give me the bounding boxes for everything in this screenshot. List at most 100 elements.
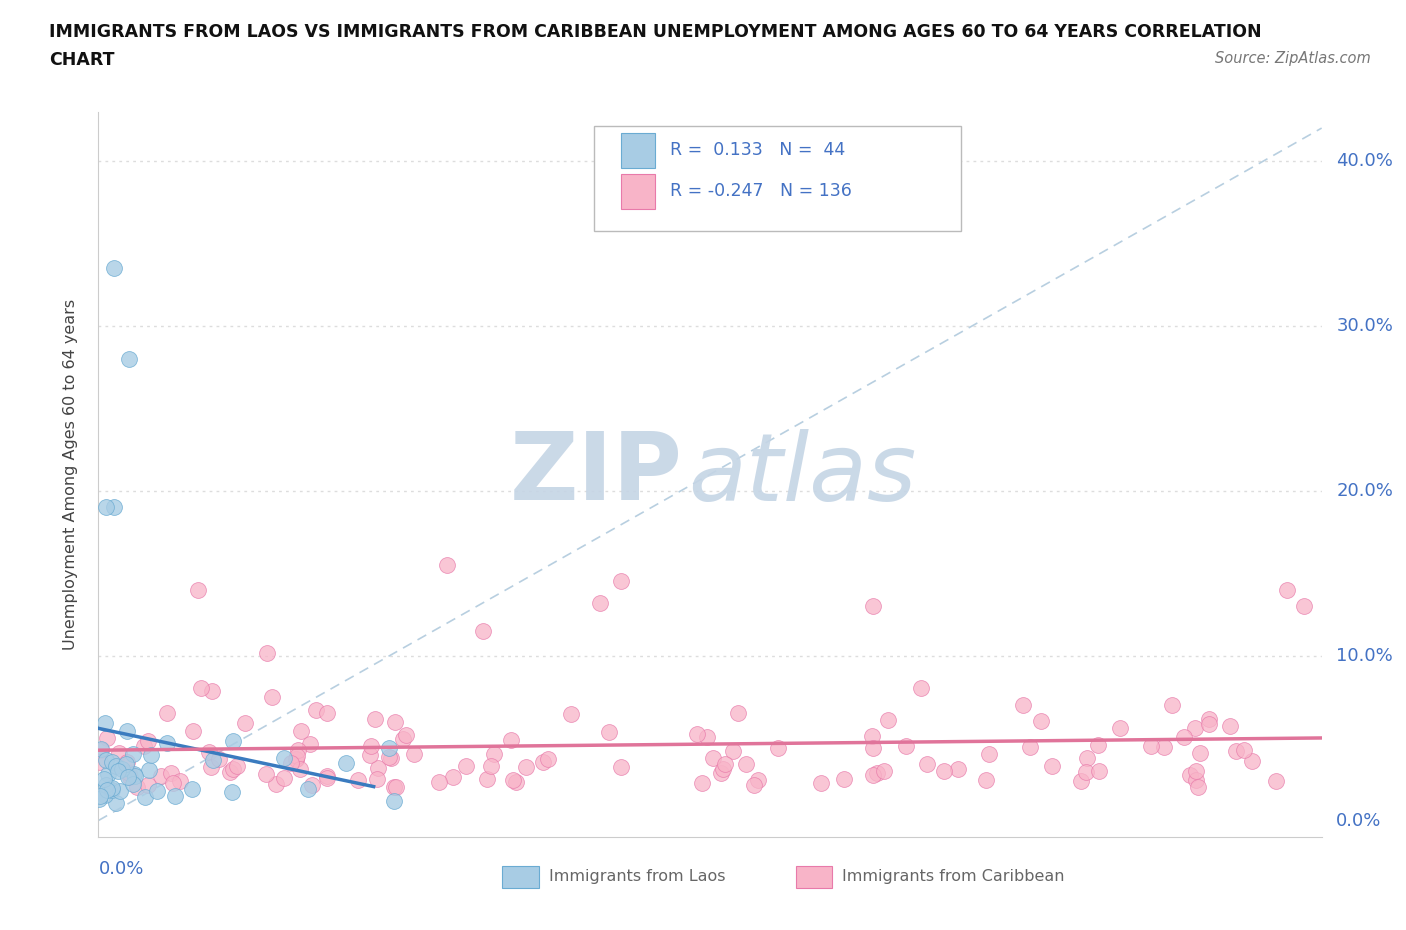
Point <box>477 771 499 786</box>
Bar <box>620 174 655 208</box>
Point <box>121 777 143 791</box>
Point <box>156 705 179 720</box>
Point <box>89 791 111 806</box>
Text: R =  0.133   N =  44: R = 0.133 N = 44 <box>669 141 845 159</box>
Point <box>122 766 145 781</box>
Point <box>347 773 370 788</box>
Point <box>862 768 884 783</box>
Point <box>305 702 328 717</box>
Point <box>180 782 202 797</box>
Point <box>501 732 523 747</box>
Point <box>111 762 134 777</box>
Point <box>1184 721 1206 736</box>
Point <box>96 767 118 782</box>
Point <box>1233 742 1256 757</box>
Text: 10.0%: 10.0% <box>1336 646 1393 665</box>
Point <box>115 754 138 769</box>
Text: IMMIGRANTS FROM LAOS VS IMMIGRANTS FROM CARIBBEAN UNEMPLOYMENT AMONG AGES 60 TO : IMMIGRANTS FROM LAOS VS IMMIGRANTS FROM … <box>49 23 1261 41</box>
Point <box>359 748 381 763</box>
Bar <box>502 866 538 888</box>
Point <box>482 747 505 762</box>
Bar <box>620 133 655 167</box>
Point <box>894 738 917 753</box>
Point <box>94 716 117 731</box>
Point <box>156 736 179 751</box>
Point <box>315 768 337 783</box>
Point <box>873 764 896 778</box>
Point <box>181 724 204 738</box>
Point <box>436 558 458 573</box>
Point <box>392 731 415 746</box>
Point <box>136 777 159 792</box>
Point <box>115 756 138 771</box>
Point <box>301 777 323 792</box>
Point <box>124 769 146 784</box>
Point <box>287 743 309 758</box>
Point <box>810 776 832 790</box>
Point <box>285 751 308 766</box>
Point <box>1088 764 1111 778</box>
Point <box>139 748 162 763</box>
Point <box>297 782 319 797</box>
Point <box>219 764 242 779</box>
FancyBboxPatch shape <box>593 126 960 232</box>
Text: 40.0%: 40.0% <box>1336 153 1393 170</box>
Point <box>160 765 183 780</box>
Point <box>118 769 141 784</box>
Point <box>766 741 789 756</box>
Point <box>1198 711 1220 726</box>
Point <box>138 763 160 777</box>
Point <box>1160 698 1182 712</box>
Point <box>747 773 769 788</box>
Point <box>1294 599 1316 614</box>
Point <box>976 773 998 788</box>
Point <box>89 789 111 804</box>
Point <box>714 756 737 771</box>
Point <box>226 759 249 774</box>
Point <box>96 730 118 745</box>
Point <box>1019 739 1042 754</box>
Point <box>932 764 955 778</box>
Point <box>515 760 537 775</box>
Point <box>103 499 125 514</box>
Point <box>1076 751 1098 765</box>
Point <box>1187 780 1209 795</box>
Point <box>96 783 118 798</box>
Point <box>915 756 938 771</box>
Point <box>1184 764 1206 778</box>
Point <box>256 645 278 660</box>
Point <box>1225 743 1247 758</box>
Point <box>200 760 222 775</box>
Point <box>201 684 224 698</box>
Point <box>1040 759 1063 774</box>
Point <box>860 729 883 744</box>
Text: ZIP: ZIP <box>510 429 683 520</box>
Point <box>136 734 159 749</box>
Text: 20.0%: 20.0% <box>1336 482 1393 499</box>
Point <box>335 755 357 770</box>
Point <box>1188 746 1211 761</box>
Point <box>1074 765 1097 780</box>
Point <box>93 771 115 786</box>
Point <box>222 733 245 748</box>
Point <box>96 753 118 768</box>
Point <box>90 742 112 757</box>
Point <box>862 740 884 755</box>
Point <box>169 774 191 789</box>
Point <box>94 777 117 792</box>
Point <box>117 770 139 785</box>
Point <box>832 772 855 787</box>
Point <box>100 754 122 769</box>
Point <box>1173 730 1195 745</box>
Point <box>118 352 141 366</box>
Text: 0.0%: 0.0% <box>98 860 143 878</box>
Point <box>165 789 187 804</box>
Point <box>146 784 169 799</box>
Point <box>1109 720 1132 735</box>
Point <box>479 758 502 773</box>
Text: 0.0%: 0.0% <box>1336 812 1382 830</box>
Point <box>711 762 734 777</box>
Point <box>285 749 308 764</box>
Point <box>1153 739 1175 754</box>
Point <box>378 750 401 764</box>
